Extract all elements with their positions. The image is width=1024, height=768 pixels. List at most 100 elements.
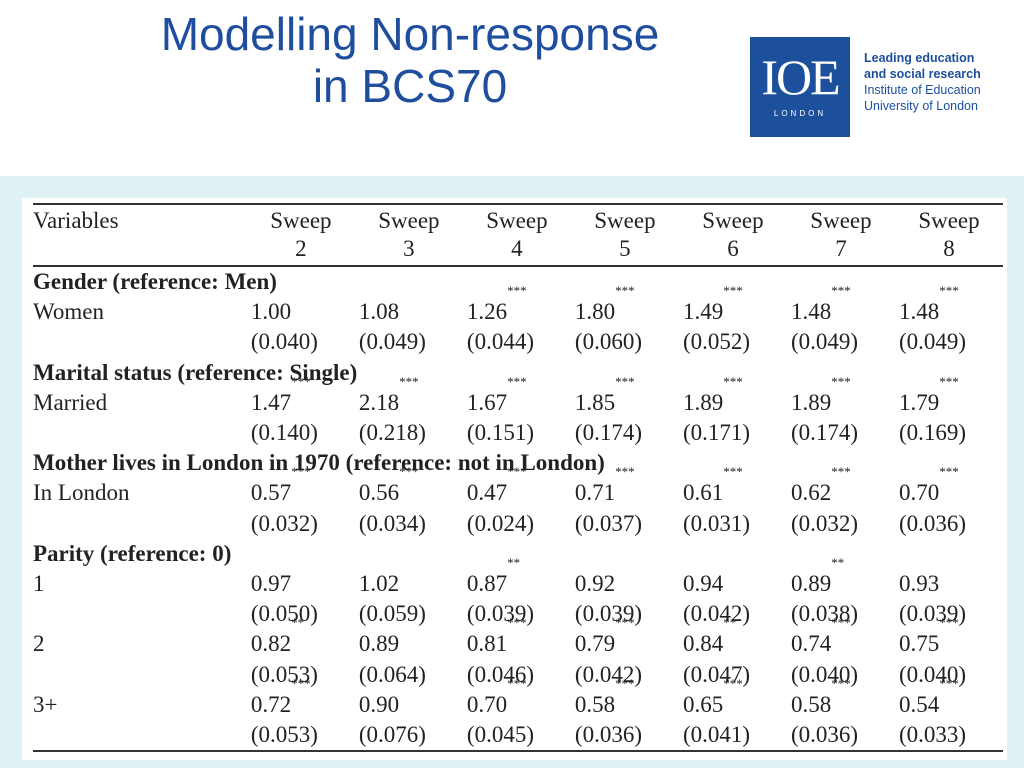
standard-error-cell: (0.169) [898,420,967,446]
row-label-empty [33,418,247,448]
standard-error-cell: (0.059) [358,601,426,627]
odds-ratio-value: 1.67 [466,389,508,415]
significance-stars: *** [939,675,959,691]
significance-stars: *** [399,464,419,480]
column-header-sweep-0: Sweep 2 [247,204,355,266]
significance-stars: *** [507,675,527,691]
significance-stars: *** [939,283,959,299]
standard-error-cell: (0.036) [790,721,859,747]
standard-error-cell: (0.045) [466,721,534,747]
odds-ratio-value: 0.90 [358,691,400,717]
column-header-number: 3 [403,236,415,261]
estimate-row: Women 1.00 1.08 1.26*** 1.80*** 1.49*** 1.48**… [33,284,1003,327]
standard-error-cell: (0.171) [682,420,751,446]
standard-error-cell: (0.041) [682,721,751,747]
odds-ratio-value: 0.89 [358,631,400,657]
odds-ratio-value: 1.80 [574,299,616,325]
odds-ratio-value: 0.93 [898,570,940,596]
odds-ratio-value: 0.70 [898,480,940,506]
odds-ratio-value: 0.71 [574,480,616,506]
significance-stars: *** [723,283,743,299]
odds-ratio-value: 1.48 [898,299,940,325]
column-header-sweep-1: Sweep 3 [355,204,463,266]
ioe-logo-london: LONDON [773,109,827,118]
estimate-cell: 0.57*** [247,465,355,508]
odds-ratio-value: 0.54 [898,691,940,717]
odds-ratio-value: 0.92 [574,570,616,596]
estimate-row: Married 1.47*** 2.18*** 1.67*** 1.85*** 1.89*… [33,375,1003,418]
standard-error-cell: (0.064) [358,661,426,687]
estimate-cell: 0.81*** [463,616,571,659]
odds-ratio-value: 0.79 [574,631,616,657]
estimate-cell: 0.58*** [571,677,679,720]
row-label: Women [33,299,104,325]
row-label: 3+ [33,691,58,717]
estimate-cell: 0.75*** [895,616,1003,659]
estimate-cell: 0.65*** [679,677,787,720]
significance-stars: *** [507,464,527,480]
odds-ratio-value: 1.08 [358,299,400,325]
odds-ratio-value: 0.58 [574,691,616,717]
section-heading-row: Mother lives in London in 1970 (referenc… [33,448,1003,478]
standard-error-row: (0.053) (0.064) (0.046) (0.042) (0.047) (0.04… [33,659,1003,689]
odds-ratio-value: 0.62 [790,480,832,506]
odds-ratio-value: 0.72 [250,691,292,717]
column-header-sweep-4: Sweep 6 [679,204,787,266]
odds-ratio-value: 0.61 [682,480,724,506]
estimate-cell: 0.87** [463,556,571,599]
section-heading-row: Parity (reference: 0) [33,539,1003,569]
column-header-sweep-6: Sweep 8 [895,204,1003,266]
estimate-row: 3+ 0.72*** 0.90 0.70*** 0.58*** 0.65*** 0.58**… [33,677,1003,720]
column-header-word: Sweep [594,208,656,233]
ioe-logo-institution-1: Institute of Education [864,83,981,97]
significance-stars: *** [831,373,851,389]
estimate-cell: 0.74*** [787,616,895,659]
odds-ratio-value: 0.75 [898,631,940,657]
odds-ratio-value: 0.87 [466,570,508,596]
significance-stars: *** [831,675,851,691]
odds-ratio-value: 0.65 [682,691,724,717]
estimate-cell: 1.08 [355,297,463,327]
standard-error-cell: (0.218) [358,420,426,446]
odds-ratio-value: 1.26 [466,299,508,325]
odds-ratio-value: 1.02 [358,570,400,596]
standard-error-cell: (0.049) [898,329,967,355]
significance-stars: *** [831,615,851,631]
significance-stars: *** [291,464,311,480]
standard-error-cell: (0.053) [250,721,318,747]
ioe-logo-tagline-2: and social research [864,67,981,81]
standard-error-row: (0.040) (0.049) (0.044) (0.060) (0.052) (0.04… [33,327,1003,357]
significance-stars: *** [399,373,419,389]
odds-ratio-value: 0.58 [790,691,832,717]
ioe-logo-institution-2: University of London [864,99,978,113]
significance-stars: *** [615,675,635,691]
estimate-cell: 0.62*** [787,465,895,508]
odds-ratio-value: 0.94 [682,570,724,596]
estimate-cell: 1.79*** [895,375,1003,418]
ioe-logo-badge: IOE LONDON [750,37,850,137]
column-header-number: 7 [835,236,847,261]
standard-error-cell: (0.032) [250,510,318,536]
standard-error-cell: (0.052) [682,329,751,355]
standard-error-cell: (0.060) [574,329,642,355]
estimate-cell: 0.84** [679,616,787,659]
significance-stars: *** [507,373,527,389]
column-header-word: Sweep [702,208,764,233]
nonresponse-table: Variables Sweep 2 Sweep 3 Sweep 4 Sweep 5 Sweep 6… [33,203,1003,752]
estimate-cell: 0.89 [355,629,463,659]
ioe-logo-tagline-1: Leading education [864,51,975,65]
estimate-cell: 0.71*** [571,465,679,508]
odds-ratio-value: 0.82 [250,631,292,657]
odds-ratio-value: 1.48 [790,299,832,325]
significance-stars: *** [831,464,851,480]
estimate-cell: 0.94 [679,569,787,599]
slide-title: Modelling Non-response in BCS70 [60,8,760,112]
significance-stars: *** [939,615,959,631]
standard-error-cell: (0.040) [898,661,967,687]
significance-stars: *** [615,464,635,480]
estimate-row: 1 0.97 1.02 0.87** 0.92 0.94 0.89** 0.93 [33,556,1003,599]
standard-error-cell: (0.031) [682,510,751,536]
row-label: 1 [33,570,45,596]
odds-ratio-value: 0.74 [790,631,832,657]
standard-error-cell: (0.049) [790,329,859,355]
